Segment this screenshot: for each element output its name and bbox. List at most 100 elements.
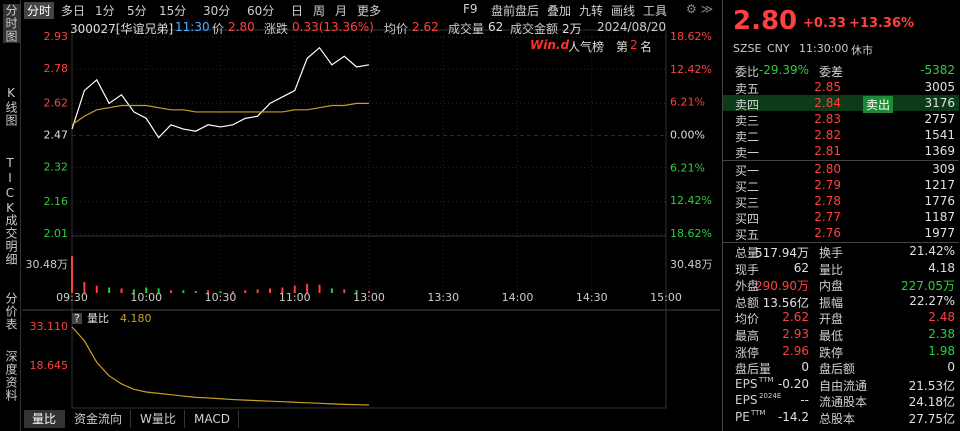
badge-rank: 2 (630, 38, 638, 52)
info-time: 11:30 (175, 20, 210, 34)
period-tab[interactable]: 5分 (127, 4, 147, 18)
stock-code: 300027[华谊兄弟] (70, 22, 174, 36)
volume-bar (95, 285, 98, 293)
value: 2.62 (782, 310, 809, 325)
value: 2.38 (928, 327, 955, 341)
info-label: 均价 (384, 22, 409, 36)
help-q: ? (74, 312, 80, 325)
volume: 1369 (924, 144, 955, 158)
tool-button[interactable]: 叠加 (547, 4, 572, 18)
price: 2.78 (814, 194, 841, 208)
info-label: 成交金额 (510, 22, 559, 36)
sidebar-tab[interactable]: K线图 (4, 86, 18, 127)
separator (723, 160, 959, 161)
volume-bar (355, 290, 358, 293)
tool-button[interactable]: 工具 (643, 4, 668, 18)
volume: 1776 (924, 194, 955, 208)
vol-tick-label: 30.48万 (26, 258, 69, 271)
label: 自由流通 (819, 378, 868, 393)
x-tick-label: 15:00 (650, 291, 682, 304)
price: 2.83 (814, 112, 841, 126)
tool-button[interactable]: 盘前盘后 (491, 4, 540, 18)
badge-suffix: 名 (640, 40, 653, 54)
label: 最高 (735, 329, 760, 343)
stat-row: 现手 62 量比 4.18 (723, 260, 959, 277)
info-label: 价 (212, 22, 225, 36)
price: 2.84 (814, 96, 841, 110)
period-tab[interactable]: 周 (313, 4, 326, 18)
volume-bar (194, 291, 197, 293)
sidebar-tab[interactable]: 成交明细 (4, 214, 18, 266)
tool-button[interactable]: 画线 (611, 4, 636, 18)
value: 21.42% (909, 244, 955, 258)
volume: 1187 (924, 210, 955, 224)
volume-bar (244, 290, 247, 293)
label: EPS (735, 393, 758, 408)
label: 开盘 (819, 312, 844, 327)
price: 2.80 (814, 162, 841, 176)
volume-bar (108, 287, 111, 293)
vol-tick-label: 30.48万 (670, 258, 713, 271)
book-row: 卖四 2.84 卖出 3176 (723, 95, 959, 113)
chart-area: 2.93 2.78 2.62 2.47 2.32 2.16 2.01 18.62% 12.42%… (22, 29, 720, 409)
value: 24.18亿 (908, 395, 955, 410)
period-tab[interactable]: 多日 (61, 4, 86, 18)
volume-bar (207, 290, 210, 293)
sidebar-tab[interactable]: 分价表 (4, 292, 18, 331)
level: 买五 (735, 228, 760, 242)
x-tick-label: 13:30 (427, 291, 459, 304)
value: 0 (801, 360, 809, 375)
sidebar-tab[interactable]: 深度资料 (4, 350, 18, 402)
book-row: 买四 2.77 1187 (723, 209, 959, 226)
indicator-tab[interactable]: MACD (186, 410, 239, 428)
y-tick-label: 2.32 (44, 161, 69, 174)
volume-bar (256, 289, 259, 293)
price: 2.85 (814, 80, 841, 94)
period-tab[interactable]: 1分 (95, 4, 115, 18)
indicator-tab[interactable]: 资金流向 (66, 410, 132, 428)
period-tab[interactable]: 日 (291, 4, 304, 18)
level: 买一 (735, 164, 760, 178)
sup: TTM (751, 409, 766, 417)
book-row: 卖二 2.82 1541 (723, 127, 959, 144)
sidebar-tab[interactable]: 分时图 (3, 4, 20, 43)
label: 振幅 (819, 295, 844, 310)
tool-button[interactable]: 九转 (579, 4, 604, 18)
y-tick-label: 2.01 (44, 227, 69, 240)
period-tab[interactable]: 30分 (203, 4, 231, 18)
icons[interactable]: ⚙ ≫ (686, 2, 714, 16)
status: 休市 (851, 44, 873, 57)
series-line (71, 46, 370, 139)
sidebar-tab[interactable]: TICK (3, 156, 17, 216)
value: 227.05万 (901, 279, 955, 294)
tool-button[interactable]: F9 (463, 2, 478, 16)
change-pct: +13.36% (849, 16, 915, 31)
period-tab[interactable]: 月 (335, 4, 348, 18)
stat-row: 涨停 2.96 跌停 1.98 (723, 343, 959, 360)
label: 涨停 (735, 345, 760, 360)
series-line (71, 102, 369, 126)
info-label: 成交量 (448, 22, 485, 36)
stat-row: 总额 13.56亿 振幅 22.27% (723, 293, 959, 310)
period-tab[interactable]: 15分 (159, 4, 187, 18)
y2-tick-label: 12.42% (670, 63, 712, 76)
level: 买四 (735, 212, 760, 226)
value: 2.93 (782, 327, 809, 341)
stat-row: 外盘 290.90万 内盘 227.05万 (723, 276, 959, 294)
change: +0.33 (803, 16, 846, 31)
y-tick-label: 2.93 (44, 30, 69, 43)
y2-tick-label: 6.21% (670, 96, 705, 109)
period-tab[interactable]: 60分 (247, 4, 275, 18)
stat-row: EPS TTM -0.20 自由流通 21.53亿 (723, 376, 959, 393)
indicator-tab[interactable]: 量比 (24, 410, 66, 428)
currency: CNY (767, 42, 790, 55)
book-row: 卖三 2.83 2757 (723, 111, 959, 128)
period-tab[interactable]: 更多 (357, 4, 382, 18)
volume: 3005 (924, 80, 955, 94)
price: 2.81 (814, 144, 841, 158)
period-tab[interactable]: 分时 (24, 2, 55, 19)
y2-tick-label: 12.42% (670, 194, 712, 207)
indicator-tab[interactable]: W量比 (132, 410, 185, 428)
x-tick-label: 13:00 (353, 291, 385, 304)
